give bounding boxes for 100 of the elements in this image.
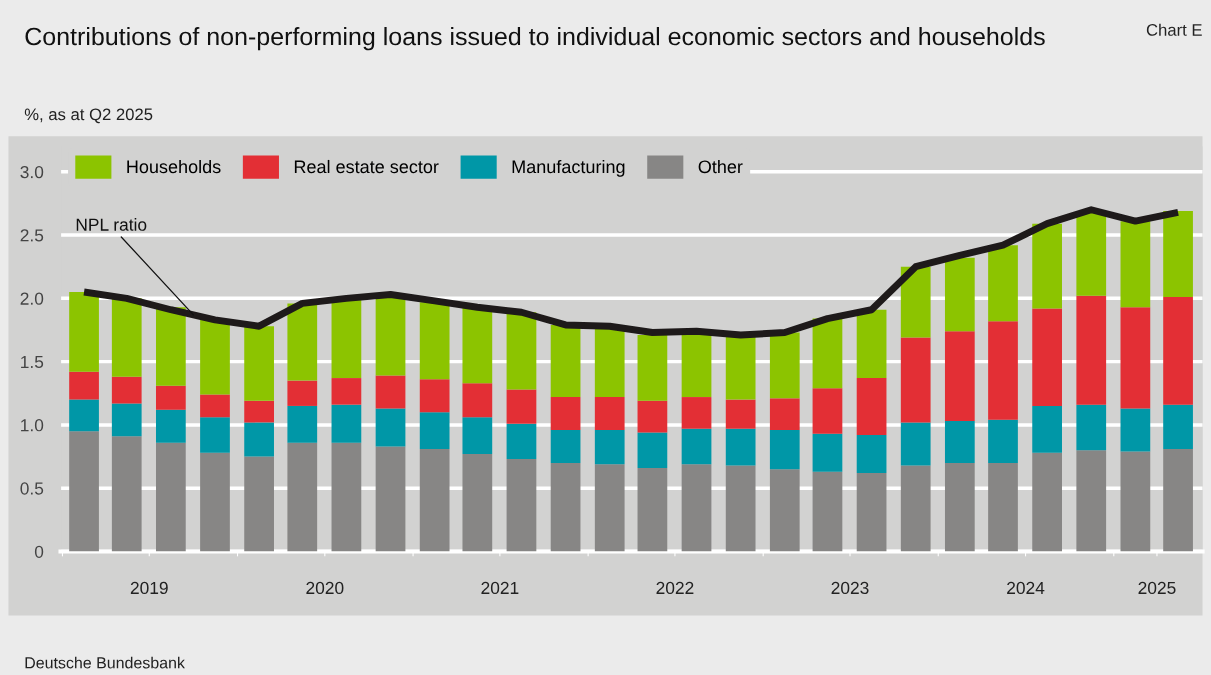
bar (856, 378, 887, 436)
bar (988, 419, 1018, 463)
bar (69, 431, 99, 552)
bar (550, 397, 581, 430)
bar (769, 398, 800, 430)
legend-label: Households (127, 159, 221, 174)
bar (1120, 451, 1151, 552)
bar (1032, 223, 1062, 309)
y-tick-label: 1.0 (21, 419, 44, 432)
bar (1032, 405, 1062, 453)
bar (462, 454, 493, 552)
bar (155, 385, 186, 410)
bar (812, 471, 843, 552)
bar (200, 394, 230, 418)
bar (856, 309, 887, 379)
bar (287, 380, 318, 406)
bar (681, 333, 712, 398)
bar (244, 326, 274, 401)
y-tick-label: 0.5 (20, 482, 44, 495)
legend-label: Manufacturing (512, 159, 625, 177)
bar (637, 400, 668, 433)
bar (419, 379, 450, 413)
bar (244, 456, 274, 552)
bar (944, 257, 975, 332)
bar (375, 446, 406, 552)
bar (944, 462, 975, 552)
bar (1032, 308, 1062, 406)
bar (637, 432, 668, 468)
bar (155, 442, 186, 552)
bar (681, 397, 712, 429)
bar (900, 266, 931, 338)
bar (988, 462, 1018, 552)
bar (1120, 221, 1151, 308)
bar (812, 318, 843, 389)
text: Chart E (1146, 23, 1202, 36)
bar (506, 423, 537, 460)
bar (462, 307, 493, 384)
y-tick-label: 0 (34, 545, 44, 558)
bar (681, 428, 712, 465)
bar (1120, 408, 1151, 452)
x-tick-label: 2020 (306, 581, 344, 595)
bar (594, 429, 625, 465)
y-tick-label: 2.0 (20, 292, 44, 305)
bar (988, 321, 1018, 420)
bar (111, 298, 142, 377)
x-tick-label: 2024 (1007, 581, 1045, 595)
bar (1076, 450, 1107, 552)
bar (331, 442, 362, 552)
bar (506, 389, 537, 424)
bar (244, 400, 274, 423)
bar (111, 403, 142, 437)
y-tick-label: 3.0 (20, 165, 44, 179)
text: Deutsche Bundesbank (25, 656, 185, 669)
bar (594, 326, 625, 398)
bar (375, 375, 406, 409)
bar (419, 302, 450, 380)
bar (550, 429, 581, 463)
bar (900, 465, 931, 552)
x-tick-label: 2025 (1138, 581, 1176, 595)
bar (155, 409, 186, 443)
bar (462, 383, 493, 418)
bar (550, 462, 581, 552)
bar (462, 417, 493, 455)
bar (900, 337, 931, 423)
bar (1076, 404, 1107, 451)
bar (287, 303, 318, 381)
y-tick-label: 1.5 (21, 355, 44, 369)
bar (1076, 211, 1107, 296)
bar (1163, 448, 1193, 552)
bar (812, 388, 843, 434)
bar (244, 422, 274, 457)
bar (944, 331, 975, 422)
bar (1163, 211, 1193, 298)
bar (769, 469, 800, 552)
bar (200, 452, 230, 552)
x-tick-label: 2019 (130, 581, 168, 595)
bar (550, 324, 581, 398)
bar (331, 298, 362, 379)
bar (637, 467, 668, 552)
bar (725, 465, 756, 552)
x-tick-label: 2021 (481, 581, 519, 595)
bar (331, 404, 362, 443)
bar (769, 429, 800, 470)
bar (287, 405, 318, 443)
chart-title: Contributions of non-performing loans issued to individual economic sectors and households (25, 27, 1045, 51)
bar (856, 473, 887, 552)
legend-label: Other (698, 159, 743, 174)
bar (988, 245, 1018, 322)
bar (419, 448, 450, 552)
bar (900, 422, 931, 466)
bar (1120, 307, 1151, 409)
bar (69, 399, 99, 432)
bar (506, 459, 537, 552)
bar (506, 312, 537, 390)
x-tick-label: 2023 (831, 581, 869, 595)
bar (111, 436, 142, 552)
bar (769, 332, 800, 399)
bar (725, 336, 756, 400)
bar (155, 307, 186, 386)
bar (200, 417, 230, 453)
